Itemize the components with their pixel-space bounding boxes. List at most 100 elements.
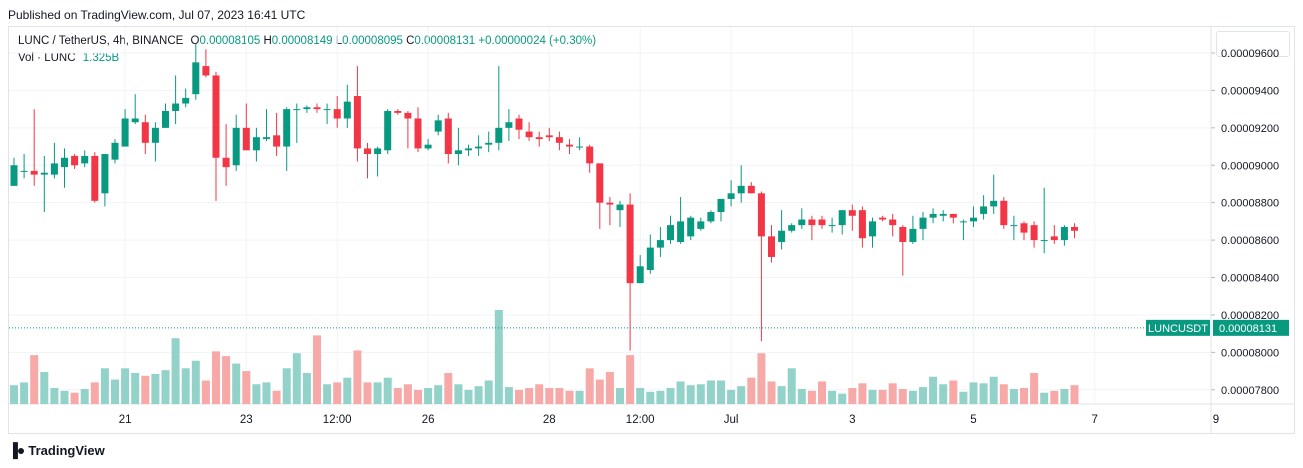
tradingview-logo-icon: ▐● <box>8 442 25 458</box>
volume-bar <box>616 388 624 404</box>
footer-brand: ▐● TradingView <box>8 442 105 458</box>
volume-bar <box>626 355 635 404</box>
candle-body <box>808 219 816 226</box>
volume-bar <box>717 380 725 404</box>
candle-body <box>434 120 442 132</box>
volume-bar <box>20 382 29 404</box>
volume-bar <box>828 390 837 404</box>
volume-bar <box>10 385 18 404</box>
candle-body <box>71 155 79 166</box>
candle-body <box>980 206 988 214</box>
candle-body <box>121 118 129 147</box>
open-value: 0.00008105 <box>199 35 261 47</box>
symbol-name: LUNC / TetherUS, 4h, BINANCE <box>18 35 184 47</box>
candle-body <box>172 103 180 112</box>
volume-value: 1.325B <box>82 52 120 64</box>
candle-body <box>252 137 260 151</box>
symbol-badge <box>1146 319 1210 336</box>
y-tick-label: 0.00009600 <box>1221 48 1279 60</box>
candle-body <box>798 219 806 226</box>
last-price-label: 0.00008131 <box>1219 323 1277 335</box>
candle-body <box>848 210 856 216</box>
volume-bar <box>80 388 89 404</box>
candle-body <box>727 193 735 199</box>
volume-bar <box>30 355 39 404</box>
candle-body <box>818 219 826 226</box>
x-tick-label: 12:00 <box>626 414 655 426</box>
volume-bar <box>212 351 220 404</box>
volume-bar <box>636 388 645 404</box>
candle-body <box>636 266 644 284</box>
volume-bar <box>373 382 382 404</box>
candle-body <box>162 111 169 128</box>
candle-body <box>1000 200 1008 226</box>
candle-body <box>697 221 705 229</box>
volume-bar <box>141 375 150 404</box>
volume-bar <box>504 387 513 404</box>
x-tick-label: 28 <box>543 414 556 426</box>
candle-body <box>81 155 89 164</box>
volume-bar <box>838 393 847 404</box>
candle-body <box>151 127 159 143</box>
volume-bar <box>131 372 140 404</box>
x-tick-label: 26 <box>422 414 435 426</box>
y-tick-label: 0.00008600 <box>1221 235 1279 247</box>
volume-bar <box>272 390 281 404</box>
candle-body <box>838 210 846 226</box>
candle-body <box>293 109 301 111</box>
volume-bar <box>323 384 332 404</box>
candle-body <box>192 62 200 95</box>
candle-body <box>212 75 220 158</box>
candle-body <box>778 230 786 242</box>
y-tick-label: 0.00007800 <box>1221 385 1279 397</box>
volume-bar <box>818 381 826 404</box>
x-tick-label: 21 <box>119 414 132 426</box>
candle-body <box>515 118 523 130</box>
candle-body <box>1040 240 1048 242</box>
volume-bar <box>595 379 604 404</box>
volume-bar <box>60 390 69 404</box>
candle-body <box>566 144 573 147</box>
volume-bar <box>807 390 816 404</box>
volume-bar <box>868 389 877 404</box>
candle-body <box>879 217 887 220</box>
volume-bar <box>424 388 433 404</box>
volume-bar <box>888 383 897 404</box>
candle-body <box>343 101 351 119</box>
candle-body <box>576 146 584 148</box>
candle-body <box>313 107 321 110</box>
candle-body <box>656 240 664 248</box>
volume-bar <box>1050 390 1059 404</box>
candle-body <box>646 247 654 271</box>
volume-bar <box>484 380 493 404</box>
symbol-legend: LUNC / TetherUS, 4h, BINANCE O0.00008105… <box>18 35 596 47</box>
volume-bar <box>1040 392 1049 404</box>
change-value: +0.00000024 (+0.30%) <box>478 35 597 47</box>
candle-body <box>899 227 907 242</box>
volume-bar <box>464 389 473 404</box>
volume-bar <box>151 373 160 404</box>
symbol-badge-label: LUNCUSDT <box>1148 323 1208 335</box>
volume-bar <box>383 377 392 404</box>
volume-bar <box>999 384 1008 404</box>
candle-body <box>61 157 68 168</box>
candle-body <box>273 135 281 147</box>
chart-toolbar-box[interactable] <box>1216 31 1290 57</box>
volume-bar <box>666 388 675 404</box>
volume-bar <box>706 380 715 404</box>
candle-body <box>677 221 685 242</box>
volume-bar <box>40 372 49 404</box>
volume-bar <box>979 383 988 404</box>
x-tick-label: 9 <box>1213 414 1219 426</box>
candle-body <box>959 221 967 223</box>
candle-body <box>606 202 614 205</box>
volume-bar <box>585 368 594 404</box>
candle-body <box>141 122 149 143</box>
candle-body <box>626 204 634 284</box>
chart-frame <box>8 26 1295 434</box>
candle-body <box>374 148 382 155</box>
volume-bar <box>161 370 170 404</box>
volume-bar <box>949 380 958 404</box>
volume-bar <box>969 382 978 404</box>
volume-bar <box>474 386 483 404</box>
